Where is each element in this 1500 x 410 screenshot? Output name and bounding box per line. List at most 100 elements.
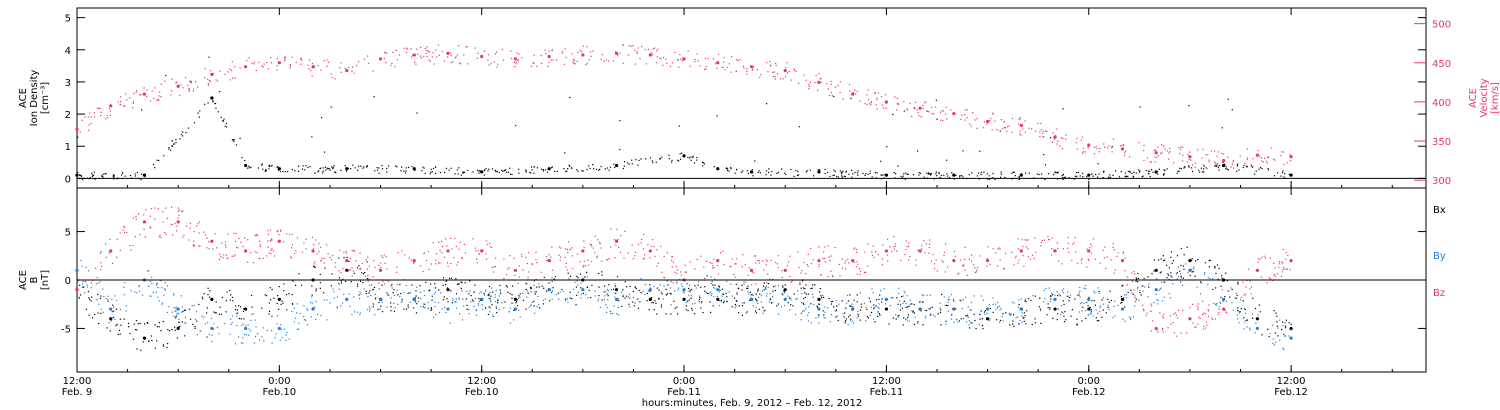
scatter-dot [922,301,924,303]
scatter-dot [1141,176,1143,178]
scatter-dot [1067,236,1069,238]
scatter-dot [1218,267,1220,270]
scatter-dot [346,68,348,71]
scatter-dot [1168,158,1170,160]
scatter-dot [831,275,834,277]
scatter-dot [522,299,525,302]
scatter-dot [510,50,512,52]
scatter-dot [905,302,907,304]
scatter-dot [494,294,496,296]
scatter-dot [506,268,509,270]
scatter-dot [113,310,115,312]
scatter-dot [656,249,658,251]
scatter-dot [426,55,428,58]
scatter-dot [220,256,222,258]
scatter-dot [161,302,164,304]
scatter-dot [1214,303,1217,305]
scatter-dot [634,63,637,65]
scatter-dot [1285,325,1287,327]
scatter-dot [851,176,853,178]
scatter-dot [908,242,910,244]
scatter-dot [182,210,184,212]
scatter-dot [586,286,588,288]
scatter-dot [288,293,290,295]
scatter-dot [1126,276,1129,278]
scatter-dot [1125,297,1128,299]
scatter-dot [97,282,99,284]
scatter-dot [515,125,517,127]
scatter-dot [348,260,350,262]
scatter-dot [982,327,984,330]
scatter-dot [156,326,159,328]
scatter-dot [881,298,884,300]
scatter-dot [857,313,859,315]
scatter-dot [632,296,635,298]
scatter-dot [781,270,783,272]
scatter-dot [835,310,838,312]
scatter-dot [1143,309,1145,312]
scatter-dot [1062,137,1064,140]
scatter-dot [359,291,361,293]
scatter-dot [346,270,348,272]
scatter-dot [875,299,878,301]
scatter-dot [1197,307,1199,309]
scatter-dot [368,292,370,294]
scatter-dot [610,289,613,291]
scatter-dot [383,254,385,256]
scatter-dot [514,65,516,68]
scatter-dot [1214,318,1217,320]
scatter-dot [1249,288,1251,290]
scatter-dot [1174,312,1177,314]
scatter-dot [551,269,554,271]
scatter-dot [699,65,701,67]
scatter-dot [898,314,900,317]
scatter-dot [1083,302,1085,305]
scatter-dot [922,105,924,107]
scatter-dot [895,314,897,316]
scatter-dot [1067,242,1069,244]
scatter-dot [182,131,184,133]
scatter-dot [988,175,990,177]
scatter-dot [1086,301,1088,304]
scatter-dot [1113,249,1115,251]
scatter-dot [185,225,188,227]
scatter-dot [385,62,387,64]
scatter-dot [997,248,999,250]
scatter-dot [158,95,160,97]
scatter-dot [86,284,88,286]
scatter-dot [939,111,942,113]
scatter-dot [807,265,809,267]
scatter-dot [1114,315,1116,317]
scatter-dot [252,262,255,264]
scatter-dot [1149,175,1151,178]
scatter-dot [1254,332,1256,334]
scatter-dot [81,265,83,267]
scatter-dot [1113,305,1115,307]
scatter-dot [81,286,83,288]
scatter-dot [478,301,480,303]
scatter-dot [841,171,843,173]
scatter-dot [458,167,460,169]
scatter-dot [1180,146,1182,148]
scatter-dot [754,255,756,257]
y-axis-label: ACE [18,88,29,108]
scatter-dot [1087,308,1089,310]
scatter-dot [461,256,463,259]
scatter-dot [845,260,847,262]
scatter-dot [589,51,592,53]
scatter-dot [400,301,403,303]
scatter-dot [209,80,212,83]
scatter-dot [1002,313,1004,315]
scatter-dot [1125,294,1127,296]
scatter-dot [427,307,429,309]
scatter-dot [462,172,464,174]
scatter-dot [158,99,160,102]
scatter-dot [629,293,631,296]
scatter-dot [640,292,642,294]
scatter-dot [551,277,553,279]
scatter-dot [875,305,877,307]
scatter-dot [1138,171,1141,173]
scatter-dot [405,308,408,310]
scatter-dot [1087,314,1089,316]
scatter-dot [692,155,694,157]
